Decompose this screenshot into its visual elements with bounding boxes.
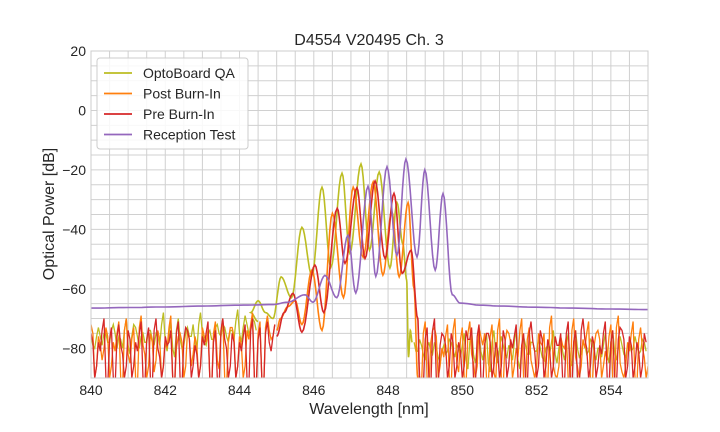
series-optoboard-qa xyxy=(91,161,647,373)
legend-label: OptoBoard QA xyxy=(143,65,235,81)
series-reception-test xyxy=(91,156,648,311)
x-tick-label: 844 xyxy=(228,382,252,398)
series-pre-burn-in xyxy=(91,178,647,378)
legend-box xyxy=(96,57,249,150)
noise-trace xyxy=(421,318,647,378)
legend: OptoBoard QA Post Burn-In Pre Burn-In Recep… xyxy=(96,57,249,150)
series-trace xyxy=(91,156,648,311)
x-axis-label: Wavelength [nm] xyxy=(309,401,428,418)
y-tick-label: −40 xyxy=(62,221,86,237)
x-tick-label: 846 xyxy=(302,382,326,398)
y-tick-label: −20 xyxy=(62,162,86,178)
y-tick-label: −60 xyxy=(62,281,86,297)
series-lines xyxy=(91,156,648,378)
series-trace xyxy=(276,179,419,378)
x-tick-label: 842 xyxy=(154,382,178,398)
legend-label: Pre Burn-In xyxy=(143,106,215,122)
x-tick-label: 848 xyxy=(376,382,400,398)
y-tick-label: 0 xyxy=(78,102,86,118)
x-tick-label: 854 xyxy=(599,382,623,398)
x-tick-label: 840 xyxy=(79,382,103,398)
noise-trace xyxy=(419,315,648,378)
y-tick-label: 20 xyxy=(70,43,86,59)
noise-trace xyxy=(91,318,276,378)
legend-label: Post Burn-In xyxy=(143,86,221,102)
y-axis-label: Optical Power [dB] xyxy=(41,148,58,281)
tick-labels: 840 842 844 846 848 850 852 854 20 0 −20 −40 −60 −80 xyxy=(62,43,623,398)
series-trace xyxy=(276,178,421,378)
chart-title: D4554 V20495 Ch. 3 xyxy=(294,32,444,49)
legend-label: Reception Test xyxy=(143,127,235,143)
x-tick-label: 850 xyxy=(451,382,475,398)
plot-frame xyxy=(90,50,649,379)
y-tick-label: −80 xyxy=(62,340,86,356)
x-tick-label: 852 xyxy=(525,382,549,398)
series-trace xyxy=(248,161,413,358)
